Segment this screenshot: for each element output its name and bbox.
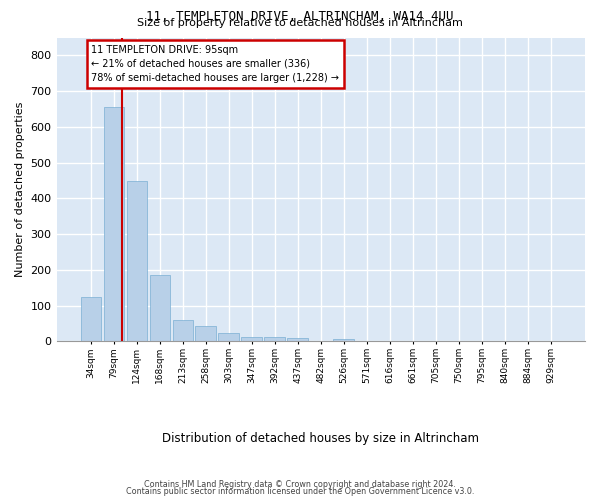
Bar — [196, 326, 216, 342]
Bar — [287, 338, 308, 342]
Text: 11, TEMPLETON DRIVE, ALTRINCHAM, WA14 4UU: 11, TEMPLETON DRIVE, ALTRINCHAM, WA14 4U… — [146, 10, 454, 23]
Text: 11 TEMPLETON DRIVE: 95sqm
← 21% of detached houses are smaller (336)
78% of semi: 11 TEMPLETON DRIVE: 95sqm ← 21% of detac… — [91, 44, 340, 82]
Y-axis label: Number of detached properties: Number of detached properties — [15, 102, 25, 277]
Bar — [80, 297, 101, 342]
Text: Contains HM Land Registry data © Crown copyright and database right 2024.: Contains HM Land Registry data © Crown c… — [144, 480, 456, 489]
Bar — [334, 339, 354, 342]
Bar — [265, 337, 285, 342]
Bar — [173, 320, 193, 342]
Bar — [241, 337, 262, 342]
Bar — [218, 332, 239, 342]
Text: Contains public sector information licensed under the Open Government Licence v3: Contains public sector information licen… — [126, 487, 474, 496]
Bar — [149, 276, 170, 342]
Text: Size of property relative to detached houses in Altrincham: Size of property relative to detached ho… — [137, 18, 463, 28]
Bar — [104, 107, 124, 342]
X-axis label: Distribution of detached houses by size in Altrincham: Distribution of detached houses by size … — [162, 432, 479, 445]
Bar — [127, 180, 147, 342]
